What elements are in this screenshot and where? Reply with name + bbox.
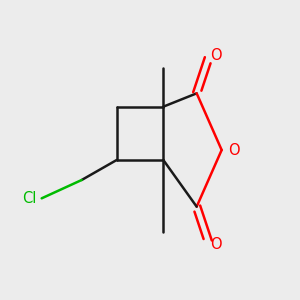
Text: O: O: [210, 48, 222, 63]
Text: O: O: [228, 142, 239, 158]
Text: Cl: Cl: [22, 191, 37, 206]
Text: O: O: [210, 237, 222, 252]
